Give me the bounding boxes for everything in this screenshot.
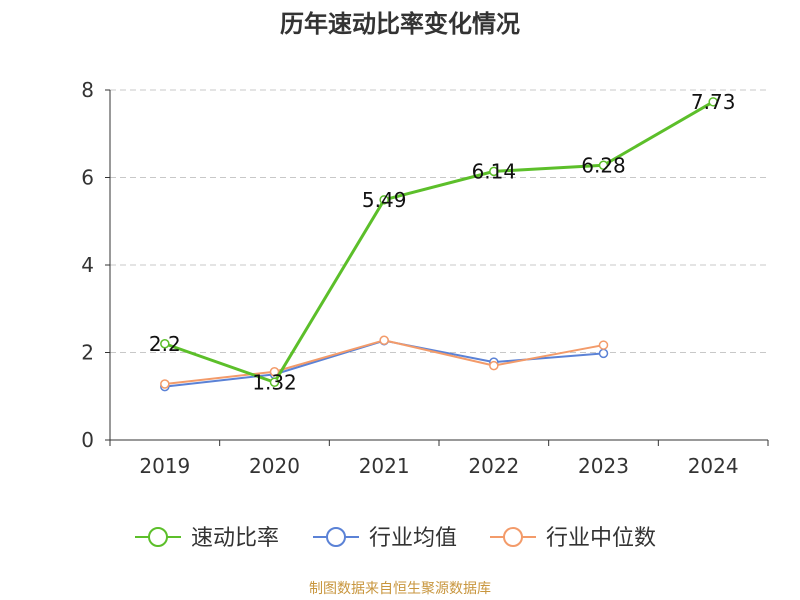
legend-swatch-marker — [148, 527, 168, 547]
y-tick-label: 6 — [81, 166, 94, 190]
data-label: 5.49 — [362, 188, 407, 212]
data-label: 6.14 — [472, 159, 517, 183]
series-line-1 — [164, 339, 604, 388]
data-point — [598, 340, 609, 350]
y-tick-label: 8 — [81, 78, 94, 102]
x-tick-label: 2020 — [249, 454, 300, 478]
data-label: 7.73 — [691, 90, 736, 114]
legend[interactable]: 速动比率 行业均值 行业中位数 — [135, 526, 656, 551]
data-labels: 2.2 1.32 5.49 6.14 6.28 7.73 — [149, 90, 736, 394]
data-point — [379, 195, 389, 205]
data-point — [160, 379, 170, 389]
legend-label: 速动比率 — [191, 526, 279, 551]
data-point — [269, 367, 280, 377]
x-tick-label: 2022 — [468, 454, 519, 478]
data-point — [489, 166, 499, 177]
legend-label: 行业中位数 — [546, 526, 656, 551]
data-label: 6.28 — [581, 153, 626, 177]
x-tick-label: 2021 — [359, 454, 410, 478]
data-label: 1.32 — [252, 370, 297, 394]
series-line-2 — [164, 339, 604, 385]
axes: 0 2 4 6 8 2019 2020 2021 2022 2023 2024 — [81, 78, 769, 478]
series — [160, 97, 718, 392]
x-tick-label: 2019 — [139, 454, 190, 478]
data-label: 2.2 — [149, 332, 181, 356]
data-point — [379, 335, 389, 345]
data-point — [269, 377, 280, 387]
x-tick-label: 2023 — [578, 454, 629, 478]
data-point — [489, 360, 499, 371]
legend-swatch-marker — [503, 527, 523, 547]
y-tick-label: 2 — [81, 341, 94, 365]
legend-item[interactable]: 行业中位数 — [490, 526, 656, 551]
legend-item[interactable]: 速动比率 — [135, 526, 279, 551]
series-line-0 — [164, 100, 714, 384]
grid — [110, 89, 768, 353]
legend-swatch-marker — [326, 527, 346, 547]
source-note: 制图数据来自恒生聚源数据库 — [309, 581, 491, 597]
y-tick-label: 4 — [81, 253, 94, 277]
data-point — [598, 348, 609, 359]
legend-label: 行业均值 — [369, 526, 457, 551]
data-point — [708, 97, 718, 107]
data-point — [598, 160, 609, 170]
legend-item[interactable]: 行业均值 — [313, 526, 457, 551]
y-tick-label: 0 — [81, 428, 94, 452]
data-point — [160, 339, 170, 349]
x-tick-label: 2024 — [688, 454, 739, 478]
chart-title: 历年速动比率变化情况 — [280, 10, 520, 38]
